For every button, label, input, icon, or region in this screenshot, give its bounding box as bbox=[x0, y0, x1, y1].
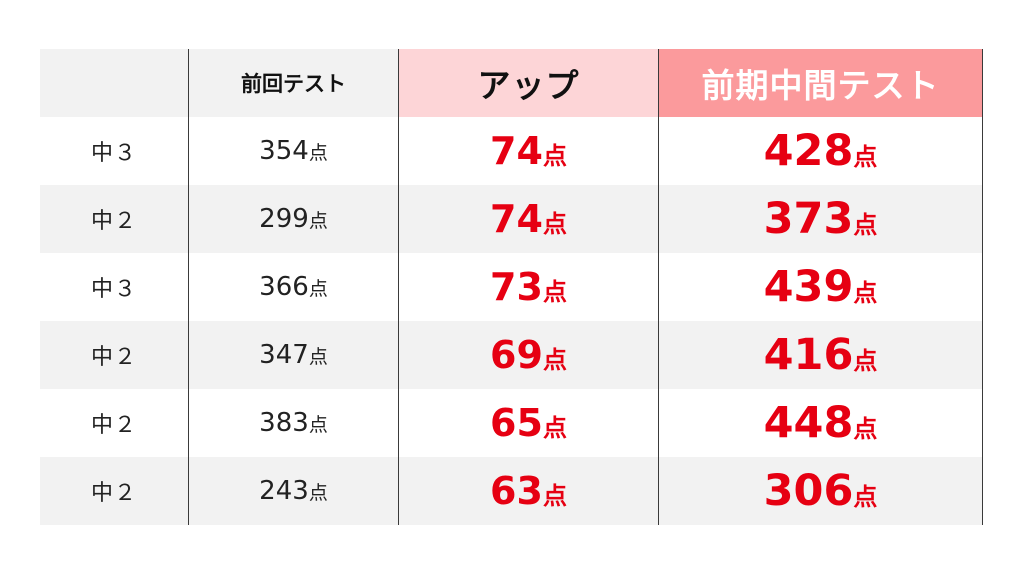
midterm-score-cell: 373 点 bbox=[658, 185, 983, 253]
header-increase-label: アップ bbox=[477, 66, 580, 105]
unit-label: 点 bbox=[308, 346, 328, 368]
midterm-score-cell: 428 点 bbox=[658, 117, 983, 185]
header-midterm-test-label: 前期中間テスト bbox=[701, 66, 940, 105]
increase-score: 65 bbox=[490, 401, 543, 445]
increase-score: 73 bbox=[490, 265, 543, 309]
midterm-score-cell: 306 点 bbox=[658, 457, 983, 525]
table-row: 中３ 366 点 73 点 439 点 bbox=[40, 253, 983, 321]
grade-cell: 中２ bbox=[40, 389, 188, 457]
previous-score-cell: 243 点 bbox=[188, 457, 398, 525]
unit-label: 点 bbox=[542, 346, 567, 374]
midterm-score: 448 bbox=[763, 398, 854, 448]
table-row: 中２ 243 点 63 点 306 点 bbox=[40, 457, 983, 525]
grade-label: 中３ bbox=[90, 277, 137, 302]
grade-cell: 中２ bbox=[40, 457, 188, 525]
increase-cell: 69 点 bbox=[398, 321, 658, 389]
previous-score: 366 bbox=[259, 272, 309, 302]
midterm-score: 428 bbox=[763, 126, 854, 176]
increase-score: 63 bbox=[490, 469, 543, 513]
previous-score-cell: 299 点 bbox=[188, 185, 398, 253]
unit-label: 点 bbox=[853, 347, 878, 375]
unit-label: 点 bbox=[853, 279, 878, 307]
grade-cell: 中３ bbox=[40, 117, 188, 185]
previous-score: 243 bbox=[259, 476, 309, 506]
table-row: 中２ 347 点 69 点 416 点 bbox=[40, 321, 983, 389]
unit-label: 点 bbox=[542, 414, 567, 442]
unit-label: 点 bbox=[542, 482, 567, 510]
unit-label: 点 bbox=[853, 143, 878, 171]
increase-cell: 65 点 bbox=[398, 389, 658, 457]
grade-label: 中２ bbox=[90, 413, 137, 438]
previous-score-cell: 383 点 bbox=[188, 389, 398, 457]
previous-score-cell: 354 点 bbox=[188, 117, 398, 185]
midterm-score: 373 bbox=[763, 194, 854, 244]
midterm-score-cell: 448 点 bbox=[658, 389, 983, 457]
header-midterm-test: 前期中間テスト bbox=[658, 49, 983, 117]
header-increase: アップ bbox=[398, 49, 658, 117]
unit-label: 点 bbox=[853, 211, 878, 239]
unit-label: 点 bbox=[542, 142, 567, 170]
grade-label: 中２ bbox=[90, 209, 137, 234]
grade-label: 中３ bbox=[90, 141, 137, 166]
midterm-score-cell: 439 点 bbox=[658, 253, 983, 321]
previous-score: 383 bbox=[259, 408, 309, 438]
unit-label: 点 bbox=[542, 210, 567, 238]
grade-cell: 中２ bbox=[40, 185, 188, 253]
increase-score: 74 bbox=[490, 197, 543, 241]
table-row: 中２ 299 点 74 点 373 点 bbox=[40, 185, 983, 253]
increase-cell: 74 点 bbox=[398, 185, 658, 253]
grade-label: 中２ bbox=[90, 481, 137, 506]
increase-cell: 63 点 bbox=[398, 457, 658, 525]
increase-cell: 74 点 bbox=[398, 117, 658, 185]
score-table: 前回テスト アップ 前期中間テスト 中３ 354 点 74 点 428 点 中２ 29… bbox=[40, 49, 983, 525]
increase-cell: 73 点 bbox=[398, 253, 658, 321]
grade-cell: 中３ bbox=[40, 253, 188, 321]
unit-label: 点 bbox=[853, 415, 878, 443]
previous-score: 347 bbox=[259, 340, 309, 370]
previous-score-cell: 347 点 bbox=[188, 321, 398, 389]
grade-label: 中２ bbox=[90, 345, 137, 370]
unit-label: 点 bbox=[308, 210, 328, 232]
header-grade bbox=[40, 49, 188, 117]
unit-label: 点 bbox=[542, 278, 567, 306]
increase-score: 74 bbox=[490, 129, 543, 173]
previous-score: 354 bbox=[259, 136, 309, 166]
unit-label: 点 bbox=[853, 483, 878, 511]
unit-label: 点 bbox=[308, 142, 328, 164]
previous-score: 299 bbox=[259, 204, 309, 234]
header-previous-test-label: 前回テスト bbox=[241, 72, 346, 96]
header-previous-test: 前回テスト bbox=[188, 49, 398, 117]
unit-label: 点 bbox=[308, 278, 328, 300]
midterm-score: 439 bbox=[763, 262, 854, 312]
table-row: 中２ 383 点 65 点 448 点 bbox=[40, 389, 983, 457]
midterm-score-cell: 416 点 bbox=[658, 321, 983, 389]
midterm-score: 306 bbox=[763, 466, 854, 516]
midterm-score: 416 bbox=[763, 330, 854, 380]
table-row: 中３ 354 点 74 点 428 点 bbox=[40, 117, 983, 185]
grade-cell: 中２ bbox=[40, 321, 188, 389]
unit-label: 点 bbox=[308, 482, 328, 504]
unit-label: 点 bbox=[308, 414, 328, 436]
table-header-row: 前回テスト アップ 前期中間テスト bbox=[40, 49, 983, 117]
previous-score-cell: 366 点 bbox=[188, 253, 398, 321]
increase-score: 69 bbox=[490, 333, 543, 377]
